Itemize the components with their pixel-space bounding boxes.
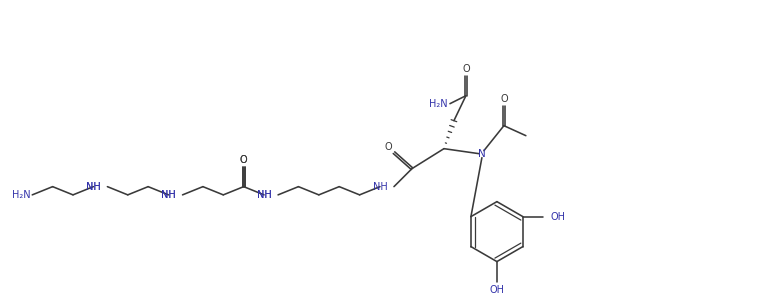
Text: NH: NH: [161, 190, 176, 200]
Text: OH: OH: [551, 212, 566, 222]
Text: NH: NH: [373, 182, 387, 192]
Text: OH: OH: [489, 284, 505, 295]
Text: H₂N: H₂N: [12, 190, 31, 200]
Text: NH: NH: [86, 182, 100, 192]
Text: N: N: [478, 149, 486, 159]
Text: O: O: [240, 155, 248, 165]
Text: NH: NH: [257, 190, 272, 200]
Text: NH: NH: [161, 190, 176, 200]
Text: O: O: [462, 64, 469, 74]
Text: NH: NH: [86, 182, 100, 192]
Text: O: O: [240, 155, 248, 165]
Text: O: O: [384, 142, 392, 152]
Text: H₂N: H₂N: [430, 99, 448, 109]
Text: O: O: [500, 94, 508, 104]
Text: NH: NH: [257, 190, 272, 200]
